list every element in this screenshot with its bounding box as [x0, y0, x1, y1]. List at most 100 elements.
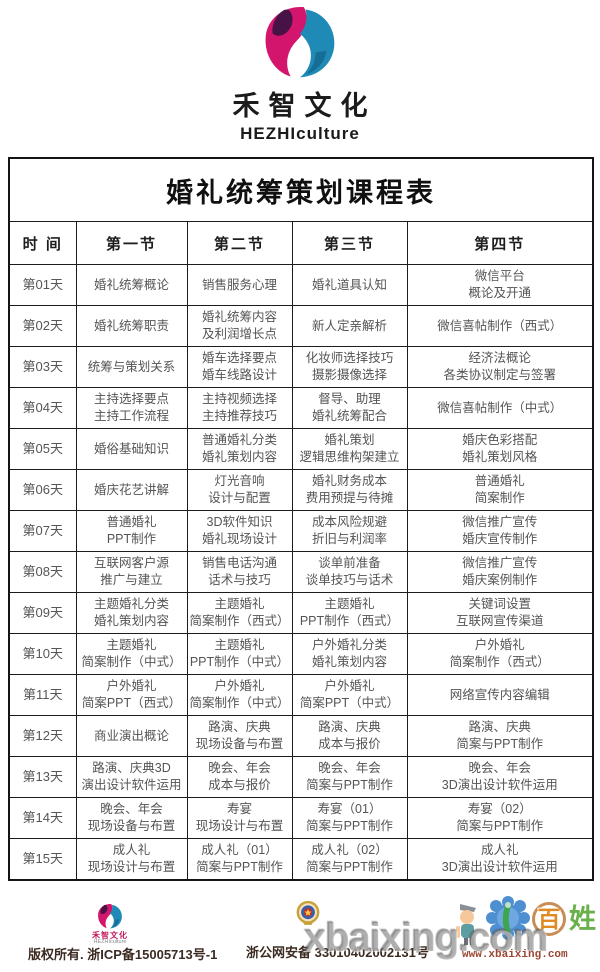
- brand-subtitle: HEZHIculture: [240, 124, 360, 143]
- table-row: 第13天 路演、庆典3D 演出设计软件运用 晚会、年会 成本与报价 晚会、年会 …: [8, 756, 594, 798]
- copyright-icp-text: 版权所有. 浙ICP备15005713号-1: [28, 947, 218, 962]
- session-cell: 微信推广宣传 婚庆宣传制作: [406, 510, 594, 552]
- table-row: 第04天 主持选择要点 主持工作流程 主持视频选择 主持推荐技巧 督导、助理 婚…: [8, 387, 594, 429]
- session-cell: 微信推广宣传 婚庆案例制作: [406, 551, 594, 593]
- session-cell: 成人礼 现场设计与布置: [75, 838, 188, 881]
- course-table: 婚礼统筹策划课程表 时 间 第一节 第二节 第三节 第四节 第01天 婚礼统筹概…: [8, 157, 595, 881]
- session-cell: 婚礼统筹内容 及利润增长点: [186, 305, 293, 347]
- day-cell: 第01天: [8, 264, 77, 306]
- day-cell: 第12天: [8, 715, 77, 757]
- day-cell: 第13天: [8, 756, 77, 798]
- baixing-mascot-icon: [456, 904, 476, 945]
- session-cell: 路演、庆典 简案与PPT制作: [406, 715, 594, 757]
- col-header-session1: 第一节: [75, 221, 188, 265]
- session-cell: 微信平台 概论及开通: [406, 264, 594, 306]
- table-row: 第12天 商业演出概论 路演、庆典 现场设备与布置 路演、庆典 成本与报价 路演…: [8, 715, 594, 757]
- table-row: 第01天 婚礼统筹概论 销售服务心理 婚礼道具认知 微信平台 概论及开通: [8, 264, 594, 306]
- table-row: 第05天 婚俗基础知识 普通婚礼分类 婚礼策划内容 婚礼策划 逻辑思维构架建立 …: [8, 428, 594, 470]
- session-cell: 婚庆花艺讲解: [75, 469, 188, 511]
- day-cell: 第02天: [8, 305, 77, 347]
- watermark-url: www.xbaixing.com: [462, 949, 568, 961]
- session-cell: 普通婚礼 PPT制作: [75, 510, 188, 552]
- col-header-time: 时 间: [8, 221, 77, 265]
- day-cell: 第05天: [8, 428, 77, 470]
- hezhi-logo-icon: [252, 4, 348, 82]
- session-cell: 新人定亲解析: [291, 305, 408, 347]
- session-cell: 晚会、年会 简案与PPT制作: [291, 756, 408, 798]
- session-cell: 主题婚礼 简案制作（西式）: [186, 592, 293, 634]
- session-cell: 成人礼（01） 简案与PPT制作: [186, 838, 293, 881]
- baixing-brand-char-bai: 百: [532, 902, 566, 936]
- session-cell: 商业演出概论: [75, 715, 188, 757]
- baixing-brand-char-xing: 姓: [569, 904, 596, 934]
- table-row: 第10天 主题婚礼 简案制作（中式） 主题婚礼 PPT制作（中式） 户外婚礼分类…: [8, 633, 594, 675]
- day-cell: 第14天: [8, 797, 77, 839]
- session-cell: 婚礼统筹概论: [75, 264, 188, 306]
- day-cell: 第08天: [8, 551, 77, 593]
- session-cell: 统筹与策划关系: [75, 346, 188, 388]
- session-cell: 晚会、年会 成本与报价: [186, 756, 293, 798]
- session-cell: 成人礼（02） 简案与PPT制作: [291, 838, 408, 881]
- session-cell: 婚礼道具认知: [291, 264, 408, 306]
- session-cell: 化妆师选择技巧 摄影摄像选择: [291, 346, 408, 388]
- session-cell: 3D软件知识 婚礼现场设计: [186, 510, 293, 552]
- session-cell: 户外婚礼 简案PPT（中式）: [291, 674, 408, 716]
- day-cell: 第09天: [8, 592, 77, 634]
- table-row: 第02天 婚礼统筹职责 婚礼统筹内容 及利润增长点 新人定亲解析 微信喜帖制作（…: [8, 305, 594, 347]
- session-cell: 户外婚礼 简案制作（西式）: [406, 633, 594, 675]
- brand-header: 禾智文化 HEZHIculture: [0, 4, 600, 144]
- session-cell: 经济法概论 各类协议制定与签署: [406, 346, 594, 388]
- column-header-row: 时 间 第一节 第二节 第三节 第四节: [8, 221, 594, 265]
- footer-brand-subtitle: HEZHIculture: [93, 939, 127, 945]
- session-cell: 灯光音响 设计与配置: [186, 469, 293, 511]
- day-cell: 第04天: [8, 387, 77, 429]
- police-filing-text: 浙公网安备 33010402002131号: [246, 945, 429, 960]
- session-cell: 婚礼策划 逻辑思维构架建立: [291, 428, 408, 470]
- table-row: 第06天 婚庆花艺讲解 灯光音响 设计与配置 婚礼财务成本 费用预提与待摊 普通…: [8, 469, 594, 511]
- session-cell: 微信喜帖制作（西式）: [406, 305, 594, 347]
- table-row: 第03天 统筹与策划关系 婚车选择要点 婚车线路设计 化妆师选择技巧 摄影摄像选…: [8, 346, 594, 388]
- session-cell: 主持选择要点 主持工作流程: [75, 387, 188, 429]
- col-header-session4: 第四节: [406, 221, 594, 265]
- table-title: 婚礼统筹策划课程表: [8, 157, 594, 222]
- table-row: 第11天 户外婚礼 简案PPT（西式） 户外婚礼 简案制作（中式） 户外婚礼 简…: [8, 674, 594, 716]
- col-header-session3: 第三节: [291, 221, 408, 265]
- day-cell: 第07天: [8, 510, 77, 552]
- table-row: 第07天 普通婚礼 PPT制作 3D软件知识 婚礼现场设计 成本风险规避 折旧与…: [8, 510, 594, 552]
- table-row: 第14天 晚会、年会 现场设备与布置 寿宴 现场设计与布置 寿宴（01） 简案与…: [8, 797, 594, 839]
- col-header-session2: 第二节: [186, 221, 293, 265]
- session-cell: 主题婚礼 PPT制作（西式）: [291, 592, 408, 634]
- session-cell: 晚会、年会 现场设备与布置: [75, 797, 188, 839]
- session-cell: 销售服务心理: [186, 264, 293, 306]
- session-cell: 婚礼财务成本 费用预提与待摊: [291, 469, 408, 511]
- session-cell: 主题婚礼 PPT制作（中式）: [186, 633, 293, 675]
- brand-name: 禾智文化: [232, 91, 377, 121]
- day-cell: 第15天: [8, 838, 77, 881]
- table-row: 第15天 成人礼 现场设计与布置 成人礼（01） 简案与PPT制作 成人礼（02…: [8, 838, 594, 881]
- session-cell: 婚俗基础知识: [75, 428, 188, 470]
- session-cell: 普通婚礼 简案制作: [406, 469, 594, 511]
- session-cell: 微信喜帖制作（中式）: [406, 387, 594, 429]
- footer-brand-name: 禾智文化: [92, 931, 128, 940]
- session-cell: 成人礼 3D演出设计软件运用: [406, 838, 594, 881]
- session-cell: 户外婚礼 简案PPT（西式）: [75, 674, 188, 716]
- table-row: 第08天 互联网客户源 推广与建立 销售电话沟通 话术与技巧 谈单前准备 谈单技…: [8, 551, 594, 593]
- session-cell: 路演、庆典3D 演出设计软件运用: [75, 756, 188, 798]
- table-row: 第09天 主题婚礼分类 婚礼策划内容 主题婚礼 简案制作（西式） 主题婚礼 PP…: [8, 592, 594, 634]
- course-table-body: 第01天 婚礼统筹概论 销售服务心理 婚礼道具认知 微信平台 概论及开通 第02…: [8, 264, 594, 881]
- day-cell: 第06天: [8, 469, 77, 511]
- session-cell: 户外婚礼 简案制作（中式）: [186, 674, 293, 716]
- session-cell: 寿宴（02） 简案与PPT制作: [406, 797, 594, 839]
- session-cell: 互联网客户源 推广与建立: [75, 551, 188, 593]
- day-cell: 第11天: [8, 674, 77, 716]
- session-cell: 主题婚礼 简案制作（中式）: [75, 633, 188, 675]
- session-cell: 婚礼统筹职责: [75, 305, 188, 347]
- session-cell: 户外婚礼分类 婚礼策划内容: [291, 633, 408, 675]
- session-cell: 寿宴 现场设计与布置: [186, 797, 293, 839]
- session-cell: 路演、庆典 现场设备与布置: [186, 715, 293, 757]
- session-cell: 婚车选择要点 婚车线路设计: [186, 346, 293, 388]
- table-title-row: 婚礼统筹策划课程表: [8, 157, 594, 222]
- session-cell: 婚庆色彩搭配 婚礼策划风格: [406, 428, 594, 470]
- day-cell: 第03天: [8, 346, 77, 388]
